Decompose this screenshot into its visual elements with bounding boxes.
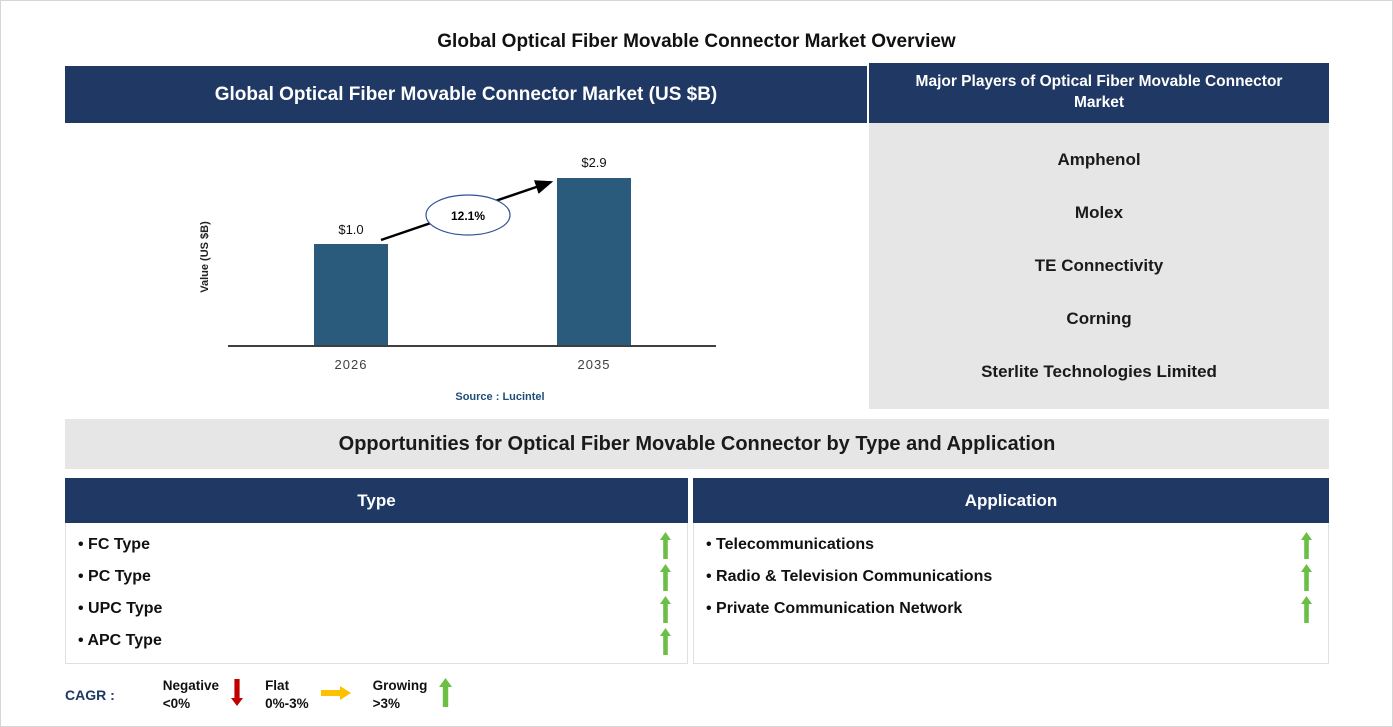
chart-annotation-overlay: 12.1% bbox=[380, 180, 554, 242]
application-item-label: Radio & Television Communications bbox=[706, 568, 992, 586]
legend-label: Flat bbox=[265, 678, 290, 694]
legend-range: 0%-3% bbox=[265, 696, 309, 711]
legend-range: <0% bbox=[162, 696, 191, 711]
cagr-legend-title: CAGR : bbox=[65, 687, 115, 703]
type-item-label: FC Type bbox=[78, 536, 150, 554]
player-item: TE Connectivity bbox=[1034, 255, 1164, 275]
list-item: FC Type bbox=[78, 529, 671, 561]
type-panel-list: FC Type PC Type UPC Type APC Type bbox=[65, 523, 688, 664]
x-tick-2026: 2026 bbox=[334, 357, 368, 372]
player-item: Molex bbox=[1074, 202, 1124, 222]
application-panel-header: Application bbox=[693, 478, 1329, 523]
growing-up-arrow-icon bbox=[439, 678, 453, 712]
growing-up-arrow-icon bbox=[1301, 531, 1312, 559]
page-title: Global Optical Fiber Movable Connector M… bbox=[437, 31, 956, 52]
market-chart-header: Global Optical Fiber Movable Connector M… bbox=[65, 66, 867, 123]
bar-value-2035: $2.9 bbox=[581, 155, 607, 170]
legend-range: >3% bbox=[372, 696, 400, 711]
type-item-label: APC Type bbox=[78, 632, 161, 650]
legend-label: Negative bbox=[162, 678, 220, 694]
growing-up-arrow-icon bbox=[1301, 563, 1312, 591]
application-panel-list: Telecommunications Radio & Television Co… bbox=[693, 523, 1329, 664]
player-item: Sterlite Technologies Limited bbox=[981, 362, 1217, 382]
growing-up-arrow-icon bbox=[660, 563, 671, 591]
negative-down-arrow-icon bbox=[231, 679, 244, 711]
players-header: Major Players of Optical Fiber Movable C… bbox=[869, 63, 1329, 123]
cagr-legend: CAGR : Negative <0% Flat 0%-3% Growing >… bbox=[65, 673, 474, 717]
player-item: Corning bbox=[1066, 309, 1132, 329]
list-item: PC Type bbox=[78, 561, 671, 593]
bar-2035 bbox=[557, 178, 631, 345]
x-tick-2035: 2035 bbox=[577, 357, 611, 372]
cagr-value: 12.1% bbox=[451, 209, 485, 223]
application-item-label: Telecommunications bbox=[706, 536, 874, 554]
x-axis-line bbox=[228, 345, 716, 347]
bar-value-2026: $1.0 bbox=[338, 222, 364, 237]
player-item: Amphenol bbox=[1057, 149, 1141, 169]
source-note: Source : Lucintel bbox=[455, 391, 545, 403]
type-panel-header: Type bbox=[65, 478, 688, 523]
type-item-label: PC Type bbox=[78, 568, 151, 586]
growing-up-arrow-icon bbox=[660, 531, 671, 559]
legend-label: Growing bbox=[372, 678, 428, 694]
legend-item-flat: Flat 0%-3% bbox=[265, 677, 351, 712]
list-item: Telecommunications bbox=[706, 529, 1312, 561]
legend-item-negative: Negative <0% bbox=[162, 677, 244, 712]
cagr-oval bbox=[425, 194, 511, 236]
legend-item-growing: Growing >3% bbox=[373, 677, 453, 712]
market-bar-chart: Value (US $B) $1.0 $2.9 2026 2035 12.1% … bbox=[65, 123, 867, 413]
list-item: APC Type bbox=[78, 625, 671, 657]
growing-up-arrow-icon bbox=[660, 595, 671, 623]
application-item-label: Private Communication Network bbox=[706, 600, 962, 618]
type-item-label: UPC Type bbox=[78, 600, 162, 618]
list-item: Private Communication Network bbox=[706, 593, 1312, 625]
list-item: UPC Type bbox=[78, 593, 671, 625]
flat-right-arrow-icon bbox=[320, 685, 351, 705]
opportunities-banner: Opportunities for Optical Fiber Movable … bbox=[65, 419, 1329, 469]
growing-up-arrow-icon bbox=[1301, 595, 1312, 623]
bar-2026 bbox=[314, 244, 388, 345]
list-item: Radio & Television Communications bbox=[706, 561, 1312, 593]
growing-up-arrow-icon bbox=[660, 627, 671, 655]
players-list: Amphenol Molex TE Connectivity Corning S… bbox=[869, 123, 1329, 409]
